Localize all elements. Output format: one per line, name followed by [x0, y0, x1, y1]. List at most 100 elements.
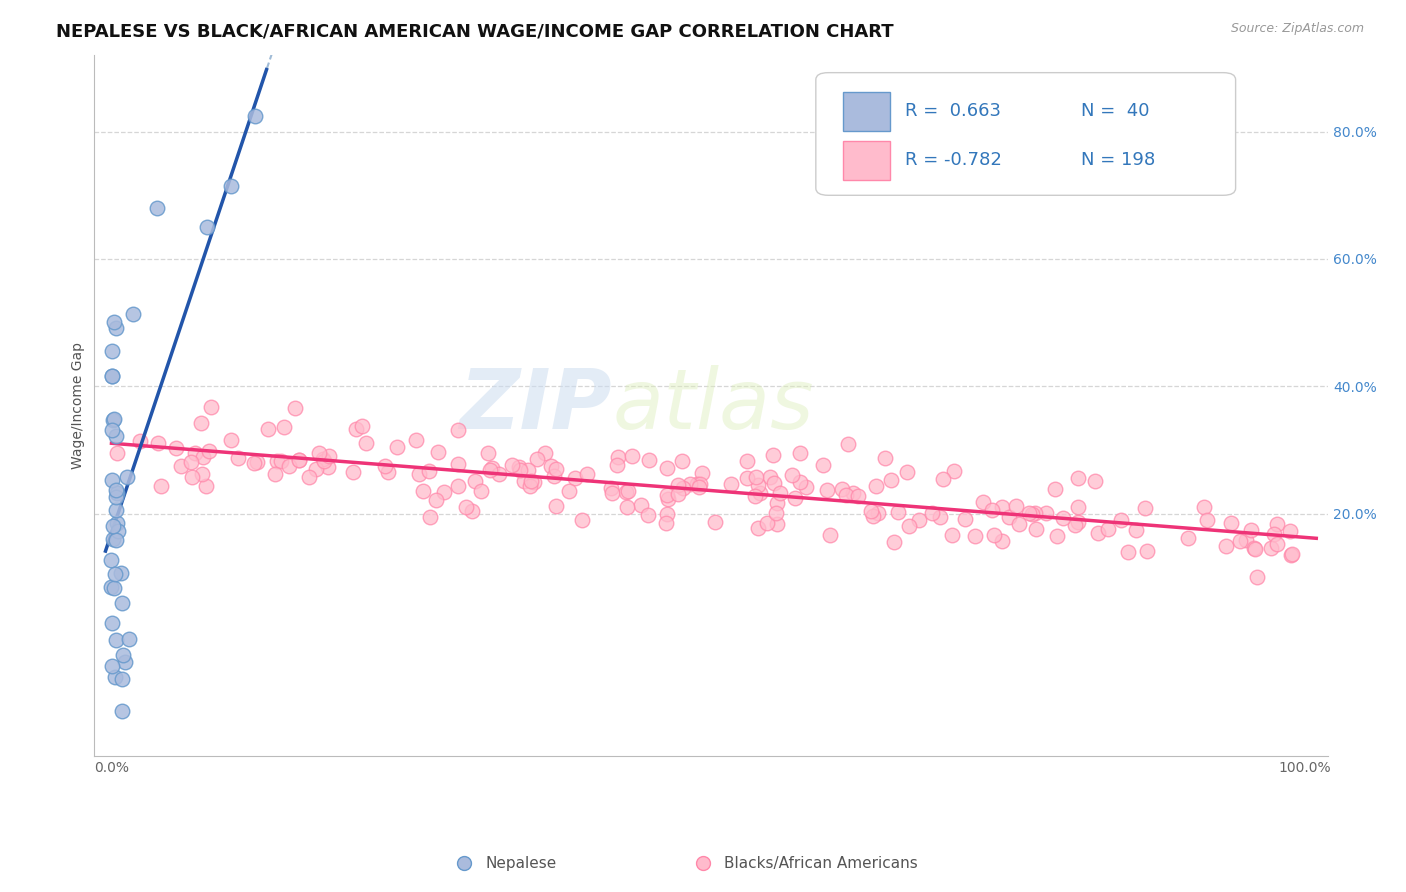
Point: [287, 453, 309, 467]
Point: [288, 453, 311, 467]
Point: [564, 470, 586, 484]
Point: [346, 422, 368, 436]
Point: [513, 474, 536, 488]
Point: [509, 463, 531, 477]
Point: [747, 521, 769, 535]
Point: [880, 473, 903, 487]
Point: [104, 491, 127, 505]
Point: [312, 452, 335, 467]
Point: [735, 454, 758, 468]
Text: NEPALESE VS BLACK/AFRICAN AMERICAN WAGE/INCOME GAP CORRELATION CHART: NEPALESE VS BLACK/AFRICAN AMERICAN WAGE/…: [56, 22, 894, 40]
Point: [1215, 539, 1237, 553]
Text: R = -0.782: R = -0.782: [904, 152, 1001, 169]
Point: [107, 524, 129, 538]
Point: [1035, 506, 1057, 520]
Point: [408, 467, 430, 481]
Point: [516, 463, 538, 477]
Point: [671, 453, 693, 467]
Point: [519, 474, 541, 488]
Point: [972, 495, 994, 509]
Text: atlas: atlas: [612, 365, 814, 446]
Point: [100, 423, 122, 437]
Point: [104, 483, 127, 498]
Point: [101, 368, 124, 383]
Point: [146, 436, 169, 450]
Point: [105, 486, 128, 500]
Point: [1021, 507, 1043, 521]
Point: [111, 704, 134, 718]
Point: [780, 467, 803, 482]
Point: [769, 485, 792, 500]
Point: [744, 489, 766, 503]
Point: [1064, 517, 1087, 532]
Text: N =  40: N = 40: [1081, 103, 1150, 120]
Point: [811, 458, 834, 472]
Point: [101, 413, 124, 427]
Point: [1018, 506, 1040, 520]
Point: [1263, 526, 1285, 541]
Point: [298, 470, 321, 484]
Point: [1260, 541, 1282, 555]
Point: [101, 533, 124, 547]
Point: [1045, 482, 1067, 496]
Point: [1135, 501, 1157, 516]
Point: [312, 453, 335, 467]
Point: [883, 535, 905, 549]
Point: [405, 433, 427, 447]
FancyBboxPatch shape: [844, 92, 890, 131]
Point: [921, 506, 943, 520]
Point: [104, 633, 127, 648]
Point: [1220, 516, 1243, 530]
Point: [488, 467, 510, 482]
Point: [104, 533, 127, 547]
Point: [1177, 531, 1199, 545]
Point: [837, 437, 859, 451]
Point: [544, 462, 567, 476]
Point: [104, 567, 127, 582]
Point: [668, 478, 690, 492]
Point: [342, 465, 364, 479]
Point: [789, 475, 811, 490]
Point: [111, 672, 134, 686]
Point: [374, 458, 396, 473]
Point: [540, 458, 562, 473]
Point: [454, 500, 477, 514]
Point: [1136, 543, 1159, 558]
Point: [815, 483, 838, 497]
Point: [1067, 471, 1090, 485]
Point: [103, 315, 125, 329]
Point: [766, 517, 789, 532]
Point: [657, 492, 679, 507]
Point: [755, 516, 778, 530]
Point: [576, 467, 599, 482]
Point: [180, 455, 202, 469]
Point: [426, 445, 449, 459]
Point: [195, 479, 218, 493]
Point: [789, 446, 811, 460]
Point: [412, 483, 434, 498]
Point: [183, 446, 205, 460]
Point: [688, 480, 710, 494]
Point: [637, 508, 659, 522]
Point: [114, 655, 136, 669]
Point: [1052, 511, 1074, 525]
Point: [606, 450, 628, 465]
Point: [534, 446, 557, 460]
Point: [759, 470, 782, 484]
Point: [747, 478, 769, 492]
Point: [103, 519, 125, 533]
Point: [100, 473, 122, 487]
Point: [953, 512, 976, 526]
Point: [195, 219, 218, 234]
Point: [447, 457, 470, 471]
Point: [686, 476, 709, 491]
Point: [965, 529, 987, 543]
Point: [630, 499, 652, 513]
Point: [226, 450, 249, 465]
Point: [478, 463, 501, 477]
Point: [558, 484, 581, 499]
Point: [720, 477, 742, 491]
Point: [526, 452, 548, 467]
Point: [606, 458, 628, 472]
Point: [983, 528, 1005, 542]
